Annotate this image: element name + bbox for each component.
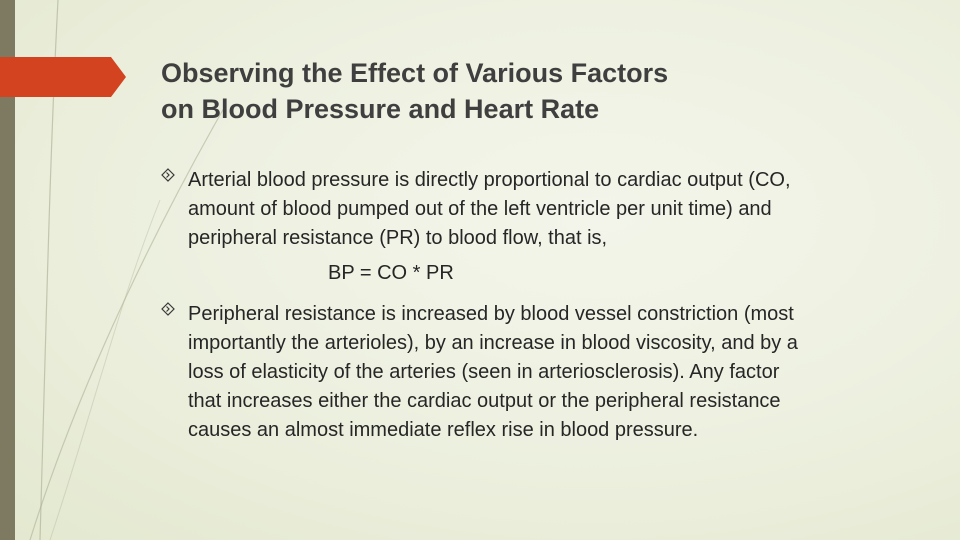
bullet-line: that increases either the cardiac output… (188, 390, 781, 412)
bullet-line: importantly the arterioles), by an incre… (188, 332, 798, 354)
formula: BP = CO * PR (328, 262, 454, 284)
bullet-line: Arterial blood pressure is directly prop… (188, 169, 791, 191)
diamond-bullet-icon (161, 302, 175, 316)
bullet-text: Peripheral resistance is increased by bl… (188, 300, 931, 445)
bullet-line: loss of elasticity of the arteries (seen… (188, 361, 780, 383)
left-decorative-bar (0, 0, 15, 540)
title-line: on Blood Pressure and Heart Rate (161, 94, 600, 124)
diamond-bullet-icon (161, 168, 175, 182)
bullet-line: peripheral resistance (PR) to blood flow… (188, 227, 608, 249)
bullet-item: Peripheral resistance is increased by bl… (161, 300, 931, 445)
slide-title: Observing the Effect of Various Factors … (161, 55, 921, 127)
bullet-item: Arterial blood pressure is directly prop… (161, 166, 931, 253)
bullet-line: causes an almost immediate reflex rise i… (188, 419, 699, 441)
bullet-line: Peripheral resistance is increased by bl… (188, 303, 794, 325)
accent-arrow (0, 57, 126, 97)
bullet-text: Arterial blood pressure is directly prop… (188, 166, 931, 253)
title-line: Observing the Effect of Various Factors (161, 58, 669, 88)
bullet-line: amount of blood pumped out of the left v… (188, 198, 772, 220)
